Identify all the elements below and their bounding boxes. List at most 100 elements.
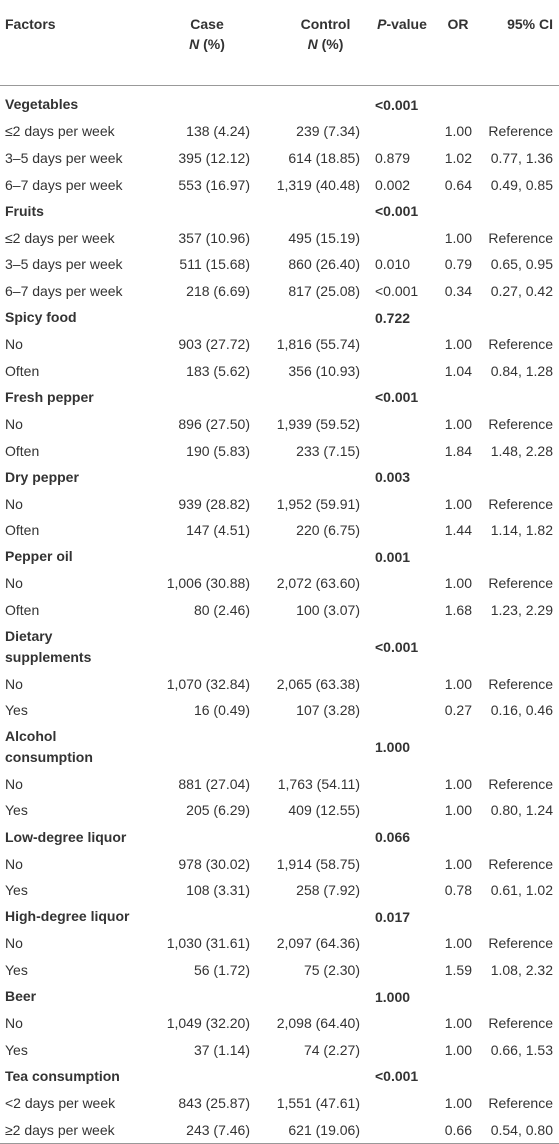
cell-text: 0.003 xyxy=(375,469,411,486)
table-cell: 108 (3.31) xyxy=(158,877,256,904)
cell-text: 205 (6.29) xyxy=(186,802,250,819)
table-cell: 1.00 xyxy=(438,119,478,146)
cell-text: 0.66, 1.53 xyxy=(490,1041,553,1058)
header-text: Case xyxy=(190,16,224,32)
table-cell: 258 (7.92) xyxy=(256,877,366,904)
table-cell xyxy=(158,385,256,412)
table-cell: <2 days per week xyxy=(0,1090,158,1117)
cell-text: Reference xyxy=(488,415,553,432)
cell-text: 553 (16.97) xyxy=(178,176,250,193)
cell-text: 2,097 (64.36) xyxy=(276,935,360,952)
table-cell: No xyxy=(0,331,158,358)
table-cell xyxy=(438,984,478,1011)
data-row: ≤2 days per week 138 (4.24) 239 (7.34) 1.00… xyxy=(0,119,559,146)
table-cell: 75 (2.30) xyxy=(256,957,366,984)
table-cell xyxy=(158,544,256,571)
table-cell: 409 (12.55) xyxy=(256,798,366,825)
table-cell xyxy=(366,597,438,624)
table-cell: No xyxy=(0,1010,158,1037)
table-cell xyxy=(366,571,438,598)
table-cell: Reference xyxy=(478,331,559,358)
table-cell: 220 (6.75) xyxy=(256,518,366,545)
table-cell: Reference xyxy=(478,571,559,598)
table-cell: 56 (1.72) xyxy=(158,957,256,984)
cell-text: No xyxy=(5,935,23,952)
group-row: Fruits <0.001 xyxy=(0,198,559,225)
cell-text: 0.54, 0.80 xyxy=(490,1121,553,1138)
table-cell xyxy=(158,824,256,851)
cell-text: Reference xyxy=(488,229,553,246)
cell-text: 357 (10.96) xyxy=(178,229,250,246)
table-cell xyxy=(366,358,438,385)
table-cell xyxy=(256,305,366,332)
cell-text: 108 (3.31) xyxy=(186,882,250,899)
table-cell: ≤2 days per week xyxy=(0,225,158,252)
cell-text: 2,072 (63.60) xyxy=(276,575,360,592)
data-row: No 1,030 (31.61) 2,097 (64.36) 1.00 Referenc… xyxy=(0,931,559,958)
table-cell: 1,030 (31.61) xyxy=(158,931,256,958)
table-cell: Pepper oil xyxy=(0,544,158,571)
cell-text: 495 (15.19) xyxy=(288,229,360,246)
cell-text: 183 (5.62) xyxy=(186,362,250,379)
cell-text: ≤2 days per week xyxy=(5,229,115,246)
table-cell: Often xyxy=(0,597,158,624)
table-cell xyxy=(158,86,256,119)
cell-text: 56 (1.72) xyxy=(193,962,250,979)
table-cell: <0.001 xyxy=(366,278,438,305)
cell-text: No xyxy=(5,855,23,872)
cell-text: 1.59 xyxy=(444,962,472,979)
table-cell: 0.61, 1.02 xyxy=(478,877,559,904)
table-cell: Yes xyxy=(0,1037,158,1064)
table-cell: 0.010 xyxy=(366,252,438,279)
table-cell: 16 (0.49) xyxy=(158,697,256,724)
table-cell: Dry pepper xyxy=(0,464,158,491)
data-row: Often 80 (2.46) 100 (3.07) 1.68 1.23, 2.29 xyxy=(0,597,559,624)
table-cell: 0.64 xyxy=(438,172,478,199)
cell-text: 511 (15.68) xyxy=(179,256,250,273)
table-cell: 1.00 xyxy=(438,225,478,252)
header-cell: Case N (%) xyxy=(158,0,256,86)
table-cell: 147 (4.51) xyxy=(158,518,256,545)
cell-text: Tea consumption xyxy=(5,1067,120,1084)
table-cell: 0.722 xyxy=(366,305,438,332)
table-cell: 6–7 days per week xyxy=(0,172,158,199)
table-cell: 107 (3.28) xyxy=(256,697,366,724)
cell-text: 621 (19.06) xyxy=(288,1121,360,1138)
table-cell xyxy=(366,697,438,724)
table-cell: Vegetables xyxy=(0,86,158,119)
table-cell xyxy=(366,877,438,904)
table-cell: 0.79 xyxy=(438,252,478,279)
table-cell xyxy=(438,385,478,412)
cell-text: 0.66 xyxy=(444,1121,472,1138)
cell-text: Reference xyxy=(488,1094,553,1111)
cell-text: Low-degree liquor xyxy=(5,828,127,845)
table-body: Vegetables <0.001 ≤2 days per week 138 (4.2… xyxy=(0,86,559,1144)
table-cell: 0.77, 1.36 xyxy=(478,145,559,172)
cell-text: 1,070 (32.84) xyxy=(166,675,250,692)
table-cell: Reference xyxy=(478,225,559,252)
cell-text: No xyxy=(5,1015,23,1032)
cell-text: Pepper oil xyxy=(5,548,73,565)
table-cell: Reference xyxy=(478,1010,559,1037)
table-cell: Reference xyxy=(478,851,559,878)
table-cell xyxy=(366,491,438,518)
table-cell: 2,098 (64.40) xyxy=(256,1010,366,1037)
table-cell: 0.65, 0.95 xyxy=(478,252,559,279)
header-subtext: N (%) xyxy=(307,36,344,52)
cell-text: Often xyxy=(5,522,40,539)
table-cell: 896 (27.50) xyxy=(158,411,256,438)
table-cell: 218 (6.69) xyxy=(158,278,256,305)
cell-text: Reference xyxy=(488,675,553,692)
data-row: ≤2 days per week 357 (10.96) 495 (15.19) 1.… xyxy=(0,225,559,252)
table-cell: Yes xyxy=(0,697,158,724)
table-cell xyxy=(438,904,478,931)
table-cell: Dietary supplements xyxy=(0,624,158,671)
cell-text: 1.00 xyxy=(444,675,472,692)
table-cell: 881 (27.04) xyxy=(158,771,256,798)
table-cell: 1,551 (47.61) xyxy=(256,1090,366,1117)
table-cell xyxy=(478,305,559,332)
table-cell: 1.48, 2.28 xyxy=(478,438,559,465)
cell-text: 1,030 (31.61) xyxy=(166,935,250,952)
cell-text: 1.00 xyxy=(444,775,472,792)
group-row: Tea consumption <0.001 xyxy=(0,1064,559,1091)
